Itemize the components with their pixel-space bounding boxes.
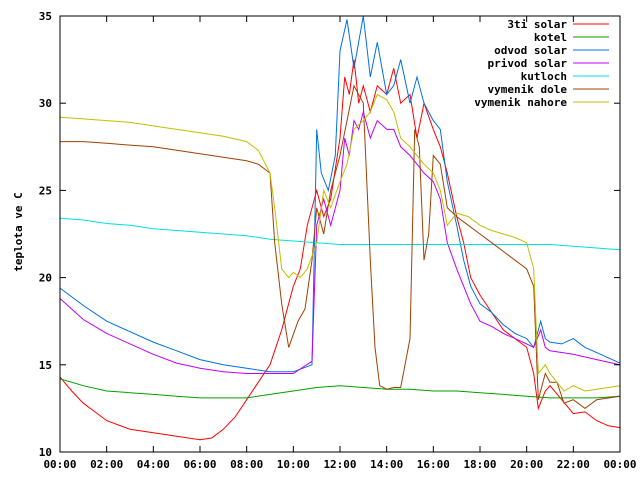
x-tick-label: 18:00 bbox=[463, 458, 496, 471]
y-tick-label: 35 bbox=[39, 10, 52, 23]
legend-label-odvod-solar: odvod solar bbox=[494, 44, 567, 57]
series-line-3ti-solar bbox=[59, 59, 621, 441]
series-line-vymenik-dole bbox=[60, 84, 621, 410]
legend-label-privod-solar: privod solar bbox=[488, 57, 568, 70]
y-axis-label: teplota ve C bbox=[12, 192, 25, 271]
y-tick-label: 20 bbox=[39, 272, 52, 285]
x-tick-label: 12:00 bbox=[323, 458, 356, 471]
series-line-vymenik-nahore bbox=[59, 93, 621, 392]
x-tick-label: 00:00 bbox=[603, 458, 636, 471]
x-tick-label: 22:00 bbox=[557, 458, 590, 471]
x-tick-label: 08:00 bbox=[230, 458, 263, 471]
plot-lines bbox=[59, 15, 621, 441]
y-tick-label: 15 bbox=[39, 359, 52, 372]
legend-label-kutloch: kutloch bbox=[521, 70, 567, 83]
y-tick-label: 30 bbox=[39, 97, 52, 110]
x-tick-label: 16:00 bbox=[417, 458, 450, 471]
x-tick-label: 14:00 bbox=[370, 458, 403, 471]
legend-label-kotel: kotel bbox=[534, 31, 567, 44]
axis-ticks bbox=[59, 15, 621, 453]
legend-label-vymenik-dole: vymenik dole bbox=[488, 83, 568, 96]
x-tick-label: 00:00 bbox=[43, 458, 76, 471]
x-tick-label: 20:00 bbox=[510, 458, 543, 471]
series-line-kutloch bbox=[59, 217, 621, 251]
series-line-kotel bbox=[59, 378, 621, 399]
x-tick-label: 06:00 bbox=[183, 458, 216, 471]
y-tick-label: 25 bbox=[39, 184, 52, 197]
x-tick-labels: 00:00 02:00 04:00 06:00 08:00 10:00 12:00 14:00… bbox=[43, 458, 636, 471]
series-line-odvod-solar bbox=[59, 15, 621, 373]
legend-label-3ti-solar: 3ti solar bbox=[507, 18, 567, 31]
x-tick-label: 04:00 bbox=[137, 458, 170, 471]
series-line-privod-solar bbox=[59, 109, 621, 374]
legend-label-vymenik-nahore: vymenik nahore bbox=[474, 96, 567, 109]
y-tick-label: 10 bbox=[39, 446, 52, 459]
x-tick-label: 10:00 bbox=[277, 458, 310, 471]
x-tick-label: 02:00 bbox=[90, 458, 123, 471]
y-tick-labels: 10 15 20 25 30 35 bbox=[39, 10, 52, 459]
